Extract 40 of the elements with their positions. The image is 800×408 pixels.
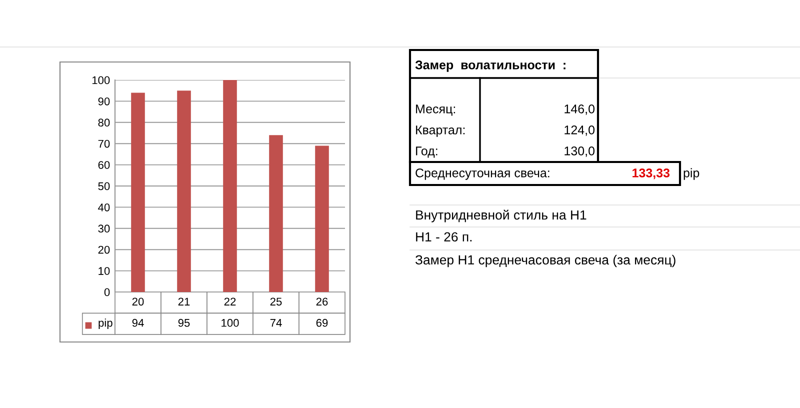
x-tick-label: 20 [132, 298, 144, 306]
y-tick-label: 0 [104, 288, 110, 296]
data-label: 100 [222, 318, 239, 327]
x-tick-label: 22 [224, 298, 236, 306]
text: Месяц: [416, 104, 456, 116]
text: Замер H1 среднечасовая свеча (за месяц) [415, 254, 676, 268]
x-tick-label: 21 [178, 298, 190, 306]
legend-label: pip [98, 318, 112, 329]
y-tick-label: 30 [98, 224, 110, 233]
y-tick-label: 10 [98, 267, 110, 275]
text: Квартал: [416, 126, 465, 137]
x-tick-label: 25 [270, 298, 282, 306]
text: pip [684, 168, 700, 180]
data-label: 69 [316, 318, 328, 327]
y-tick-label: 40 [98, 203, 110, 212]
bar [131, 92, 145, 292]
y-tick-label: 80 [98, 118, 110, 127]
y-tick-label: 70 [98, 140, 110, 148]
x-tick-label: 26 [316, 298, 328, 306]
text: 130,0 [564, 146, 595, 157]
bar [269, 135, 283, 292]
text: 124,0 [564, 126, 595, 136]
bar [223, 80, 237, 292]
text: Замер волатильности : [415, 60, 566, 72]
y-tick-label: 100 [92, 76, 110, 84]
text: Год: [416, 146, 438, 158]
y-tick-label: 50 [98, 182, 110, 190]
y-tick-label: 20 [98, 246, 110, 254]
text: 146,0 [564, 104, 595, 115]
y-tick-label: 90 [98, 97, 110, 106]
data-label: 74 [270, 319, 282, 327]
bar [177, 90, 191, 292]
data-label: 94 [132, 318, 144, 327]
text: H1 - 26 п. [416, 232, 472, 242]
y-tick-label: 60 [98, 161, 110, 169]
text: Среднесуточная свеча: [416, 168, 550, 180]
text: Внутридневной стиль на H1 [416, 210, 586, 222]
bar [315, 146, 329, 292]
data-label: 95 [178, 318, 190, 327]
text: 133,33 [632, 168, 670, 180]
